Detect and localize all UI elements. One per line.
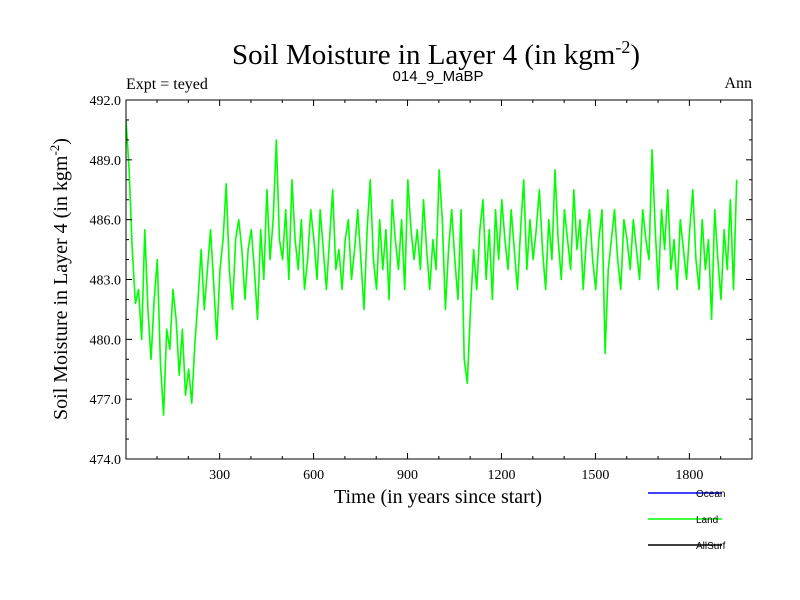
x-axis-label: Time (in years since start) [334, 486, 542, 508]
series-line-land [126, 119, 738, 416]
y-tick-label: 480.0 [90, 333, 122, 348]
y-tick-label: 483.0 [90, 274, 122, 289]
subtitle-center: 014_9_MaBP [393, 68, 484, 85]
y-tick-label: 489.0 [90, 154, 122, 169]
legend: Ocean Land AllSurf [648, 489, 726, 552]
y-tick-label: 486.0 [90, 214, 122, 229]
legend-label-ocean: Ocean [696, 489, 725, 500]
legend-label-land: Land [696, 515, 718, 526]
chart-title: Soil Moisture in Layer 4 (in kgm-2) [232, 37, 640, 71]
legend-label-allsurf: AllSurf [696, 541, 726, 552]
y-tick-label: 474.0 [90, 453, 122, 468]
x-tick-label: 1800 [675, 468, 703, 483]
y-tick-label: 477.0 [90, 393, 122, 408]
subtitle-left: Expt = teyed [126, 76, 208, 93]
x-tick-label: 300 [209, 468, 230, 483]
y-tick-label: 492.0 [90, 94, 122, 109]
x-tick-label: 600 [303, 468, 324, 483]
x-tick-label: 1500 [581, 468, 609, 483]
subtitle-right: Ann [724, 75, 752, 92]
x-tick-label: 900 [397, 468, 418, 483]
x-tick-label: 1200 [487, 468, 515, 483]
y-axis-label: Soil Moisture in Layer 4 (in kgm-2) [47, 138, 72, 420]
